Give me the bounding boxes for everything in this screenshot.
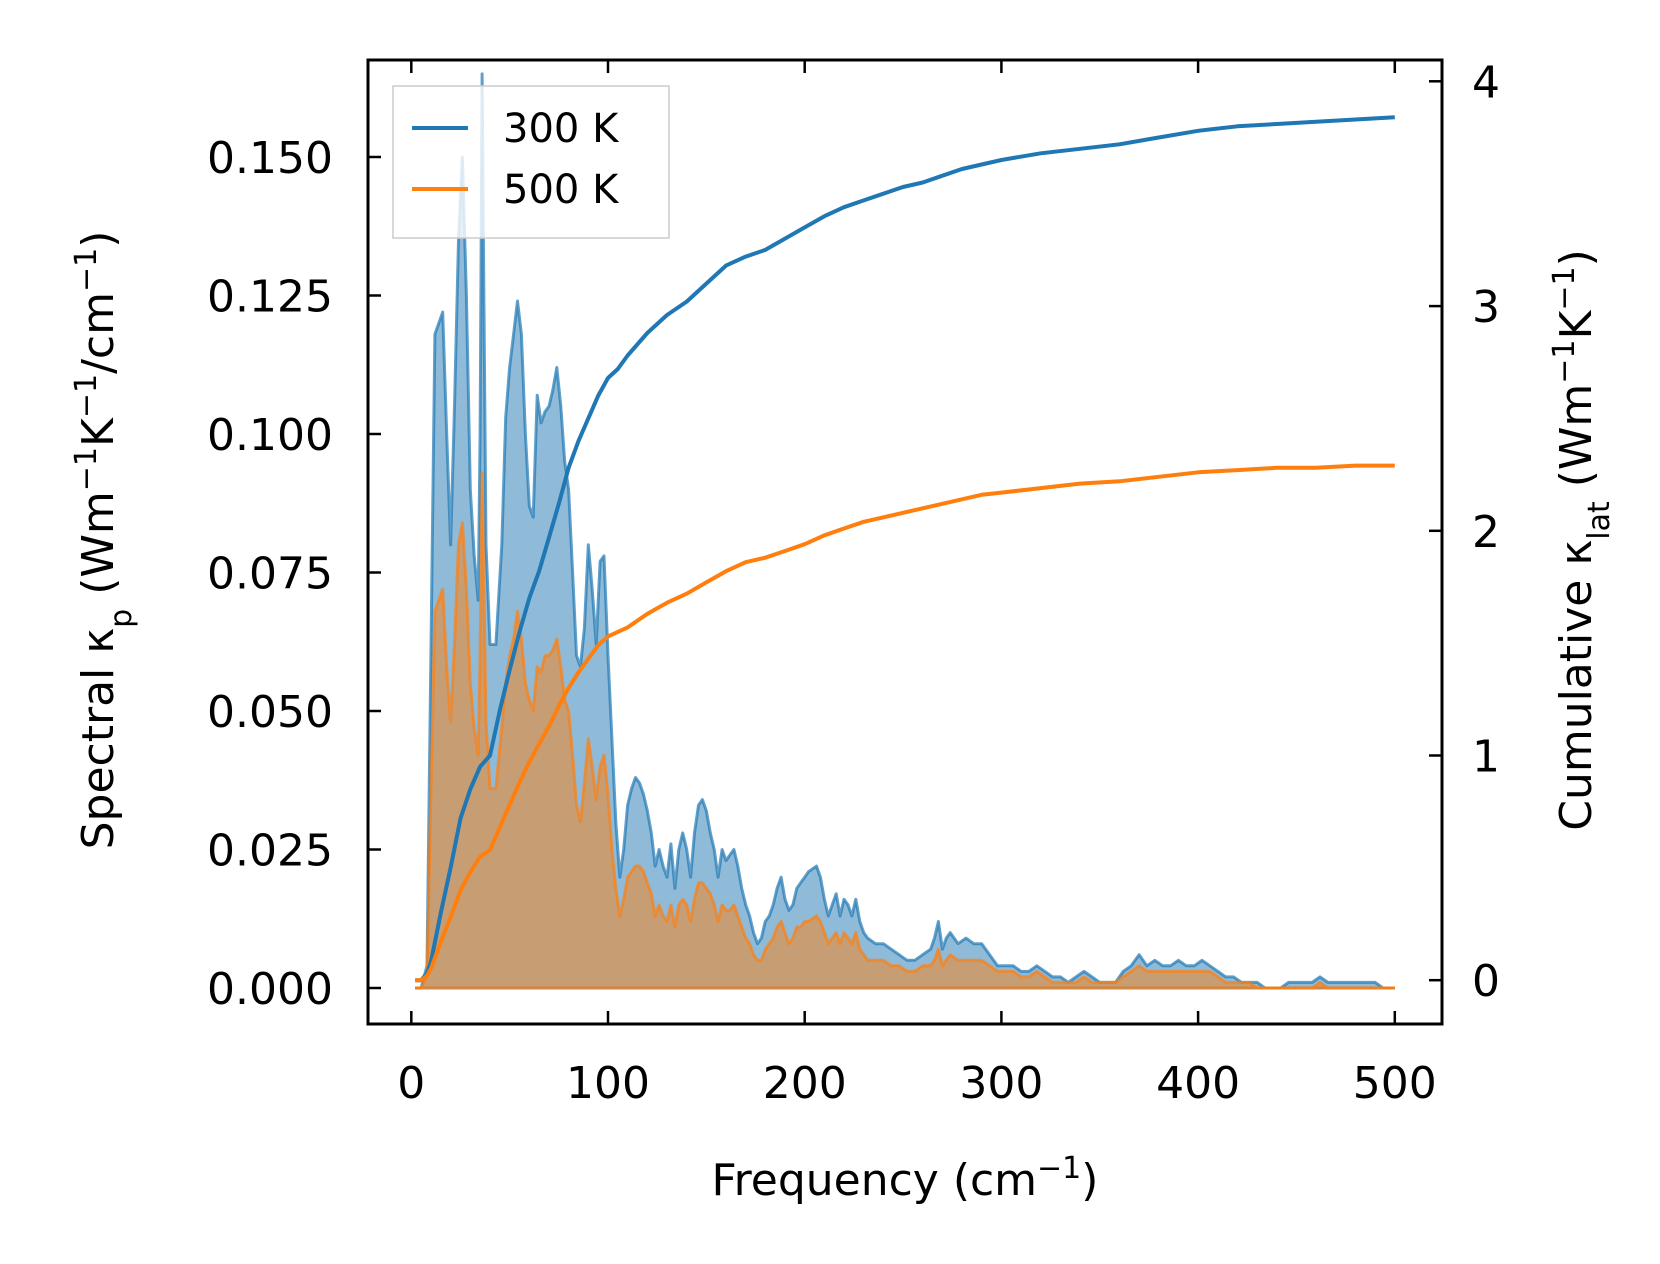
x-tick-label: 100 [566, 1058, 650, 1109]
y-left-tick-label: 0.000 [207, 964, 333, 1015]
x-tick-label: 400 [1156, 1058, 1240, 1109]
y-left-tick-label: 0.075 [207, 549, 333, 600]
x-axis: 0 100 200 300 400 500 [397, 60, 1437, 1109]
spectral-line-500k [415, 471, 1395, 990]
y-axis-right-title: Cumulative κlat (Wm−1K−1) [1547, 249, 1617, 831]
y-left-tick-label: 0.100 [207, 410, 333, 461]
y-left-tick-label: 0.050 [207, 687, 333, 738]
y-axis-left: 0.000 0.025 0.050 0.075 0.100 0.125 0.150 [207, 133, 381, 1015]
legend: 300 K 500 K [392, 85, 670, 239]
x-tick-label: 0 [397, 1058, 425, 1109]
legend-label-500k: 500 K [503, 167, 620, 213]
y-axis-left-title: Spectral κp (Wm−1K−1/cm−1) [69, 231, 139, 850]
y-left-tick-label: 0.150 [207, 133, 333, 184]
spectral-areas [415, 72, 1395, 990]
y-right-tick-label: 1 [1472, 732, 1500, 783]
y-right-tick-label: 4 [1472, 57, 1500, 108]
y-axis-right: 0 1 2 3 4 [1429, 57, 1500, 1007]
x-tick-label: 500 [1353, 1058, 1437, 1109]
y-right-tick-label: 0 [1472, 956, 1500, 1007]
cumulative-lines [415, 115, 1395, 983]
spectral-area-500k [415, 472, 1395, 988]
y-right-tick-label: 2 [1472, 507, 1500, 558]
x-tick-label: 300 [959, 1058, 1043, 1109]
spectral-line-300k [415, 72, 1395, 990]
legend-label-300k: 300 K [503, 106, 620, 152]
cumulative-line-500k [415, 463, 1395, 983]
y-left-tick-label: 0.125 [207, 272, 333, 323]
x-axis-title: Frequency (cm−1) [712, 1151, 1099, 1207]
plot-frame [366, 58, 1444, 1026]
y-right-tick-label: 3 [1472, 282, 1500, 333]
cumulative-line-300k [415, 115, 1395, 983]
legend-box [392, 85, 670, 239]
y-left-tick-label: 0.025 [207, 826, 333, 877]
x-tick-label: 200 [763, 1058, 847, 1109]
